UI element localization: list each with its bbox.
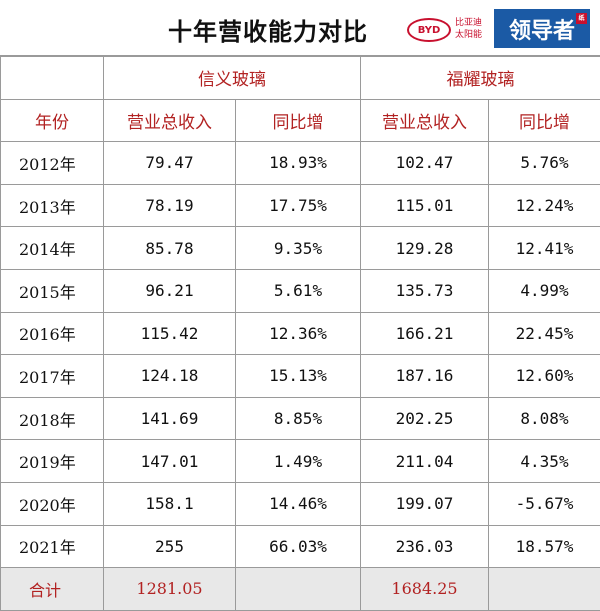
xinyi-growth-cell: 18.93% [236, 142, 361, 185]
blank-corner-cell [1, 57, 104, 100]
xinyi-total-growth [236, 568, 361, 611]
fuyao-revenue-cell: 115.01 [361, 184, 489, 227]
xinyi-revenue-cell: 96.21 [104, 269, 236, 312]
fuyao-total-growth [489, 568, 600, 611]
year-cell: 2015年 [1, 269, 104, 312]
year-cell: 2012年 [1, 142, 104, 185]
leader-logo-text: 领导者 [509, 13, 575, 45]
xinyi-revenue-cell: 255 [104, 525, 236, 568]
xinyi-revenue-cell: 147.01 [104, 440, 236, 483]
xinyi-revenue-cell: 79.47 [104, 142, 236, 185]
xinyi-growth-cell: 66.03% [236, 525, 361, 568]
fuyao-growth-cell: 18.57% [489, 525, 600, 568]
title-row: 十年营收能力对比 BYD 比亚迪 太阳能 领导者 纸 [0, 0, 600, 56]
xinyi-growth-cell: 14.46% [236, 482, 361, 525]
byd-logo-text: 比亚迪 太阳能 [455, 17, 491, 41]
fuyao-growth-cell: 8.08% [489, 397, 600, 440]
total-row: 合计 1281.05 1684.25 [1, 568, 600, 611]
year-cell: 2019年 [1, 440, 104, 483]
total-label: 合计 [1, 568, 104, 611]
fuyao-revenue-cell: 102.47 [361, 142, 489, 185]
page-title: 十年营收能力对比 [168, 12, 368, 47]
xinyi-revenue-cell: 141.69 [104, 397, 236, 440]
fuyao-revenue-cell: 211.04 [361, 440, 489, 483]
xinyi-growth-cell: 9.35% [236, 227, 361, 270]
column-header-row: 年份 营业总收入 同比增 营业总收入 同比增 [1, 99, 600, 142]
fuyao-growth-cell: 4.35% [489, 440, 600, 483]
fuyao-revenue-cell: 135.73 [361, 269, 489, 312]
company-xinyi: 信义玻璃 [104, 57, 361, 100]
xinyi-revenue-cell: 158.1 [104, 482, 236, 525]
fuyao-growth-cell: 5.76% [489, 142, 600, 185]
xinyi-revenue-cell: 124.18 [104, 355, 236, 398]
xinyi-revenue-cell: 115.42 [104, 312, 236, 355]
year-cell: 2018年 [1, 397, 104, 440]
fuyao-growth-cell: 12.24% [489, 184, 600, 227]
year-cell: 2016年 [1, 312, 104, 355]
xinyi-growth-cell: 15.13% [236, 355, 361, 398]
xinyi-growth-cell: 5.61% [236, 269, 361, 312]
fuyao-revenue-header: 营业总收入 [361, 99, 489, 142]
year-header: 年份 [1, 99, 104, 142]
year-cell: 2021年 [1, 525, 104, 568]
fuyao-revenue-cell: 187.16 [361, 355, 489, 398]
xinyi-growth-cell: 1.49% [236, 440, 361, 483]
xinyi-revenue-cell: 85.78 [104, 227, 236, 270]
leader-logo: 领导者 纸 [494, 9, 590, 48]
leader-seal-icon: 纸 [576, 13, 587, 24]
year-cell: 2017年 [1, 355, 104, 398]
xinyi-revenue-header: 营业总收入 [104, 99, 236, 142]
company-fuyao: 福耀玻璃 [361, 57, 600, 100]
fuyao-revenue-cell: 236.03 [361, 525, 489, 568]
year-cell: 2013年 [1, 184, 104, 227]
xinyi-total-revenue: 1281.05 [104, 568, 236, 611]
xinyi-growth-cell: 12.36% [236, 312, 361, 355]
xinyi-growth-cell: 17.75% [236, 184, 361, 227]
year-cell: 2020年 [1, 482, 104, 525]
fuyao-growth-cell: 22.45% [489, 312, 600, 355]
xinyi-growth-cell: 8.85% [236, 397, 361, 440]
fuyao-growth-header: 同比增 [489, 99, 600, 142]
fuyao-growth-cell: 12.41% [489, 227, 600, 270]
company-header-row: 信义玻璃 福耀玻璃 [1, 57, 600, 100]
fuyao-growth-cell: 4.99% [489, 269, 600, 312]
fuyao-revenue-cell: 166.21 [361, 312, 489, 355]
xinyi-revenue-cell: 78.19 [104, 184, 236, 227]
year-cell: 2014年 [1, 227, 104, 270]
xinyi-growth-header: 同比增 [236, 99, 361, 142]
fuyao-revenue-cell: 199.07 [361, 482, 489, 525]
byd-logo-mark: BYD [418, 25, 441, 36]
byd-logo-icon: BYD [407, 18, 451, 42]
fuyao-revenue-cell: 129.28 [361, 227, 489, 270]
fuyao-revenue-cell: 202.25 [361, 397, 489, 440]
fuyao-growth-cell: -5.67% [489, 482, 600, 525]
fuyao-growth-cell: 12.60% [489, 355, 600, 398]
fuyao-total-revenue: 1684.25 [361, 568, 489, 611]
